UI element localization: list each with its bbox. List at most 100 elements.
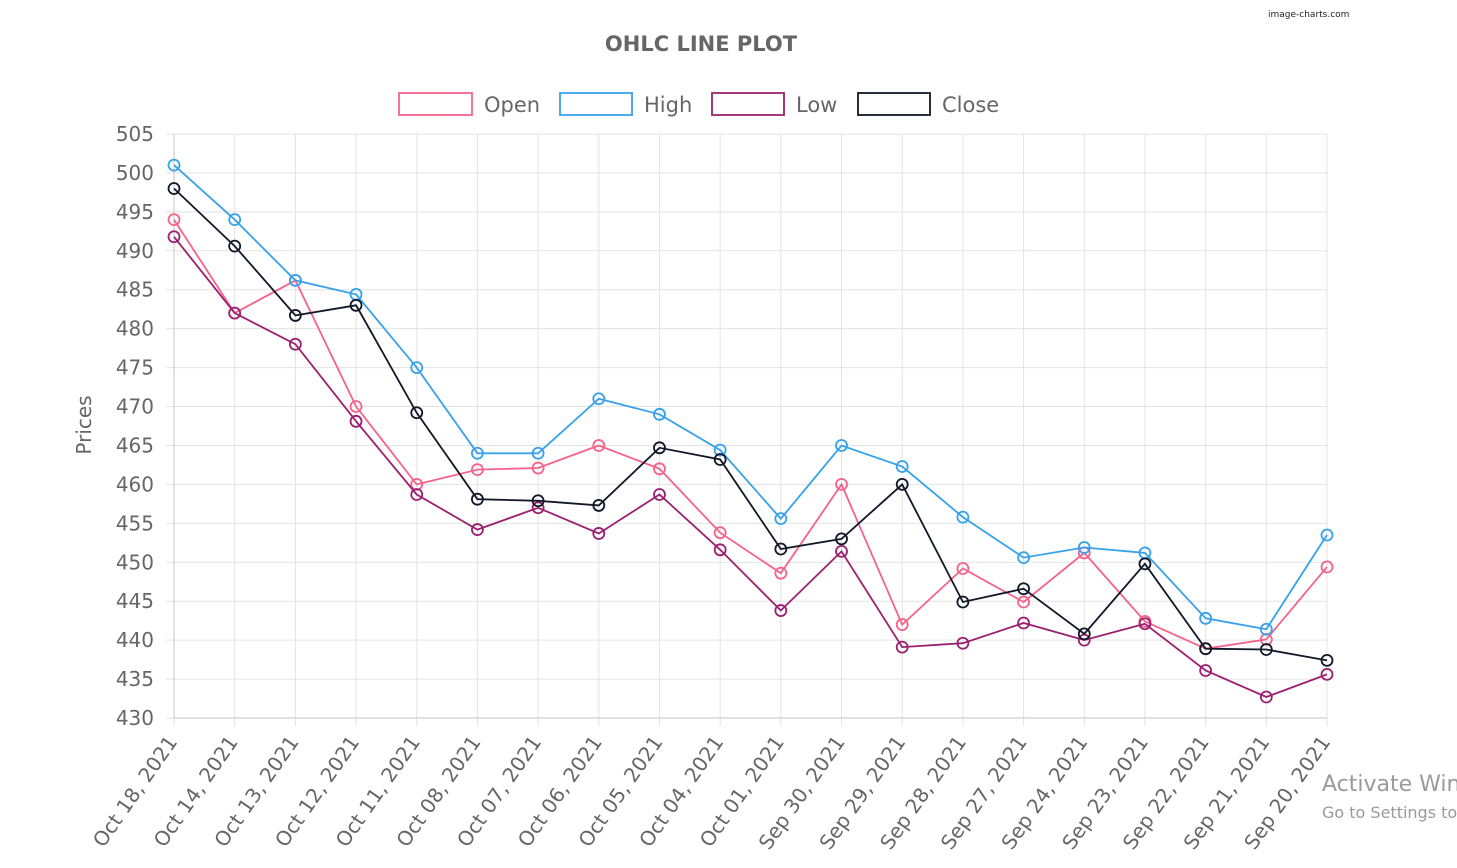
data-point-close <box>531 494 545 508</box>
data-point-low <box>1199 664 1213 677</box>
y-tick-label: 450 <box>116 550 154 574</box>
activate-windows-subtitle: Go to Settings to <box>1322 803 1457 822</box>
y-tick-label: 435 <box>116 667 154 691</box>
series-line-high <box>173 164 1328 631</box>
data-point-high <box>167 158 181 172</box>
y-tick-label: 490 <box>116 239 154 263</box>
data-point-low <box>653 488 666 501</box>
data-point-close <box>1077 627 1091 641</box>
data-point-high <box>1259 622 1273 636</box>
data-point-close <box>1320 653 1334 667</box>
legend-label: Close <box>942 93 999 117</box>
data-point-low <box>531 501 545 515</box>
data-point-low <box>228 306 242 320</box>
y-axis-label: Prices <box>72 395 96 454</box>
data-point-close <box>713 453 727 466</box>
data-point-high <box>895 460 909 473</box>
data-point-low <box>774 604 788 617</box>
y-axis-ticks: 430 435 440 445 450 455 460 465 470 475 480 485 490 4… <box>116 122 154 730</box>
series-close <box>167 182 1334 667</box>
data-point-high <box>713 443 727 457</box>
data-point-open <box>167 213 181 227</box>
legend-item-open[interactable]: Open <box>398 92 540 117</box>
legend-swatch <box>857 92 931 116</box>
watermark: image-charts.com <box>1268 10 1350 20</box>
data-point-close <box>410 406 424 420</box>
legend-label: High <box>644 93 692 117</box>
data-point-open <box>653 462 666 476</box>
data-point-high <box>1320 528 1334 542</box>
data-point-low <box>167 230 181 244</box>
data-point-low <box>835 544 848 558</box>
data-point-high <box>471 446 484 460</box>
data-point-close <box>349 298 363 312</box>
data-point-low <box>1259 690 1273 704</box>
y-tick-label: 445 <box>116 589 154 613</box>
grid <box>166 133 1328 726</box>
legend-item-low[interactable]: Low <box>711 92 837 117</box>
data-point-close <box>167 182 181 195</box>
legend-label: Open <box>484 93 540 117</box>
data-point-low <box>1138 617 1152 631</box>
data-point-close <box>835 532 848 546</box>
data-point-close <box>1138 557 1152 571</box>
y-tick-label: 475 <box>116 356 154 380</box>
data-point-close <box>1259 643 1273 656</box>
data-point-close <box>956 595 970 609</box>
series-line-open <box>173 219 1328 650</box>
activate-windows-overlay: Activate Win Go to Settings to <box>1322 772 1457 822</box>
y-tick-label: 505 <box>116 122 154 146</box>
y-tick-label: 455 <box>116 511 154 535</box>
data-point-low <box>288 337 302 351</box>
series-open <box>167 213 1334 656</box>
data-point-low <box>1017 616 1030 630</box>
data-point-low <box>956 636 970 650</box>
series-layer <box>167 158 1334 704</box>
legend: Open High Low Close <box>398 92 999 117</box>
data-point-open <box>471 463 484 477</box>
data-point-open <box>1320 560 1334 574</box>
series-line-low <box>173 236 1328 698</box>
data-point-open <box>713 526 727 540</box>
data-point-high <box>531 446 545 460</box>
y-tick-label: 465 <box>116 433 154 457</box>
y-tick-label: 485 <box>116 278 154 302</box>
legend-swatch <box>398 92 473 116</box>
y-tick-label: 460 <box>116 472 154 496</box>
data-point-low <box>895 640 909 654</box>
data-point-close <box>228 239 242 253</box>
legend-label: Low <box>796 93 837 117</box>
legend-item-high[interactable]: High <box>559 92 692 117</box>
data-point-high <box>835 439 848 452</box>
y-tick-label: 495 <box>116 200 154 224</box>
chart-title: OHLC LINE PLOT <box>605 32 798 56</box>
data-point-close <box>774 542 788 556</box>
data-point-close <box>653 441 666 455</box>
data-point-close <box>895 477 909 491</box>
legend-swatch <box>711 92 785 116</box>
series-low <box>167 230 1334 704</box>
data-point-low <box>592 527 606 540</box>
data-point-low <box>713 543 727 557</box>
data-point-close <box>1017 582 1030 596</box>
series-high <box>167 158 1334 636</box>
data-point-close <box>288 309 302 322</box>
y-tick-label: 440 <box>116 628 154 652</box>
data-point-high <box>653 407 666 421</box>
data-point-open <box>349 400 363 413</box>
data-point-high <box>228 213 242 227</box>
data-point-low <box>410 488 424 501</box>
data-point-low <box>1320 667 1334 681</box>
data-point-open <box>835 477 848 491</box>
data-point-high <box>1077 541 1091 554</box>
data-point-open <box>531 461 545 475</box>
legend-item-close[interactable]: Close <box>857 92 999 117</box>
y-tick-label: 430 <box>116 706 154 730</box>
data-point-high <box>592 392 606 406</box>
data-point-high <box>774 512 788 526</box>
y-tick-label: 500 <box>116 161 154 185</box>
data-point-low <box>349 414 363 428</box>
legend-swatch <box>559 92 633 116</box>
